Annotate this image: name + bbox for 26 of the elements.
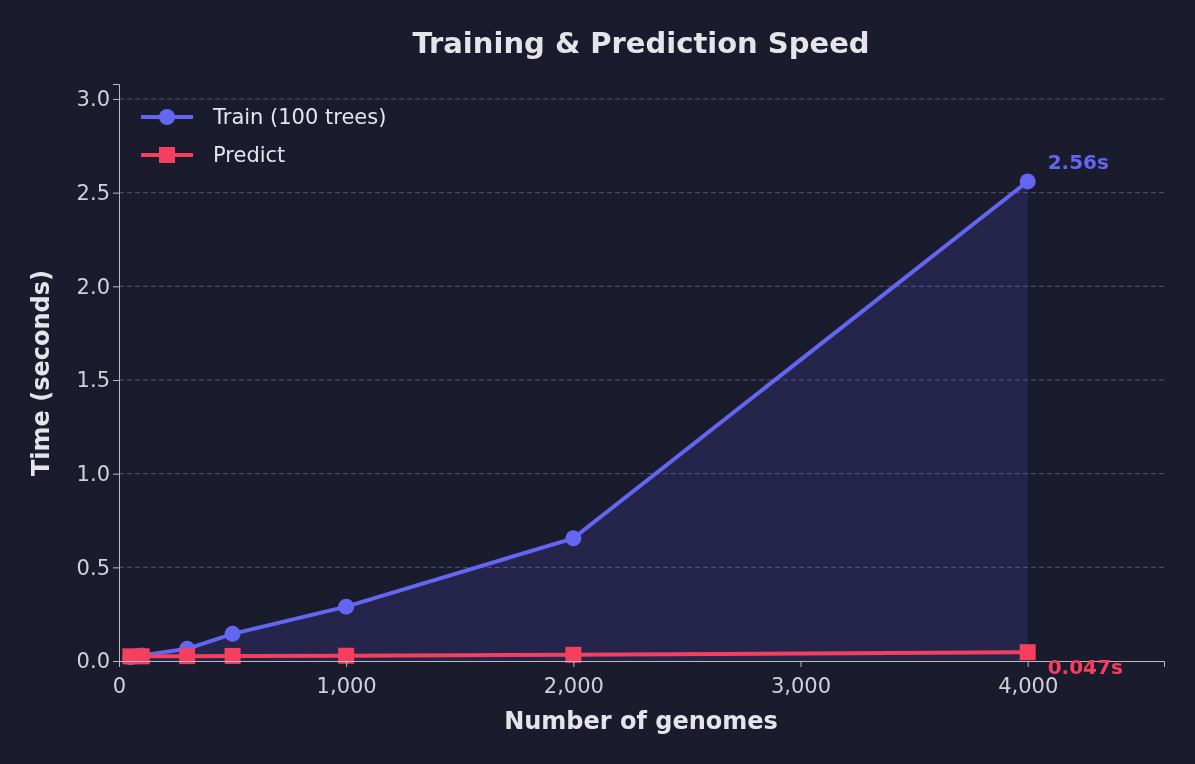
x-tick-label: 0 [112, 674, 127, 699]
x-tick-label: 2,000 [543, 674, 604, 699]
point [565, 530, 582, 547]
legend-label: Train (100 trees) [212, 105, 387, 129]
x-tick-label: 3,000 [770, 674, 832, 699]
point [179, 648, 196, 665]
legend-label: Predict [213, 143, 286, 167]
chart-title: Training & Prediction Speed [412, 26, 870, 60]
y-tick-label: 0.5 [76, 555, 110, 580]
y-tick-label: 3.0 [76, 87, 110, 112]
y-tick-label: 1.5 [76, 368, 110, 393]
point [1019, 644, 1036, 661]
x-tick-label: 1,000 [316, 674, 377, 699]
point [1019, 173, 1036, 190]
y-tick-label: 2.5 [76, 180, 110, 205]
y-tick-label: 1.0 [76, 461, 110, 486]
point [338, 598, 355, 615]
point [224, 647, 241, 664]
y-axis-title: Time (seconds) [27, 269, 55, 477]
point [565, 646, 582, 663]
annotation: 2.56s [1047, 150, 1109, 175]
x-axis-title: Number of genomes [504, 707, 778, 735]
point [338, 647, 355, 664]
y-tick-label: 0.0 [76, 649, 110, 674]
y-tick-label: 2.0 [76, 274, 110, 299]
point [224, 625, 241, 642]
